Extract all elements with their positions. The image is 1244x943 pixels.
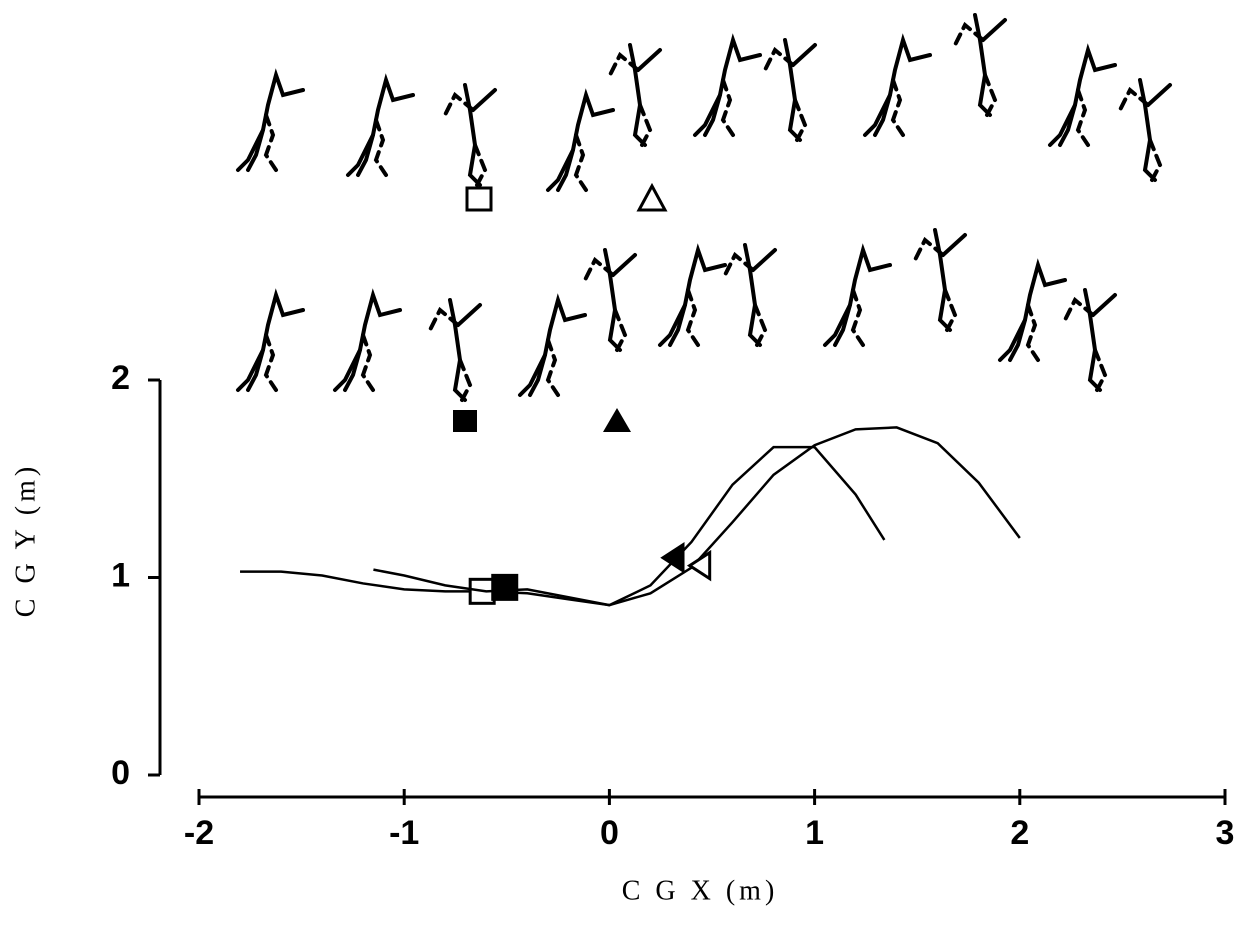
x-tick-label: -2 bbox=[184, 814, 214, 852]
y-tick-label: 0 bbox=[111, 754, 130, 792]
x-tick-label: 0 bbox=[600, 814, 619, 852]
stick-figures bbox=[236, 13, 1172, 432]
x-tick-label: -1 bbox=[389, 814, 419, 852]
triangle-marker bbox=[660, 541, 685, 574]
y-tick-label: 2 bbox=[111, 359, 130, 397]
x-tick-label: 3 bbox=[1216, 814, 1235, 852]
y-tick-label: 1 bbox=[111, 556, 130, 594]
x-tick-label: 2 bbox=[1010, 814, 1029, 852]
triangle-marker bbox=[686, 549, 712, 582]
y-axis-label: C G Y (m) bbox=[10, 463, 41, 617]
x-axis-label: C G X (m) bbox=[622, 875, 779, 906]
trajectory-line bbox=[373, 445, 886, 607]
x-tick-label: 1 bbox=[805, 814, 824, 852]
trajectory-line bbox=[240, 426, 1021, 607]
square-marker bbox=[491, 573, 519, 601]
